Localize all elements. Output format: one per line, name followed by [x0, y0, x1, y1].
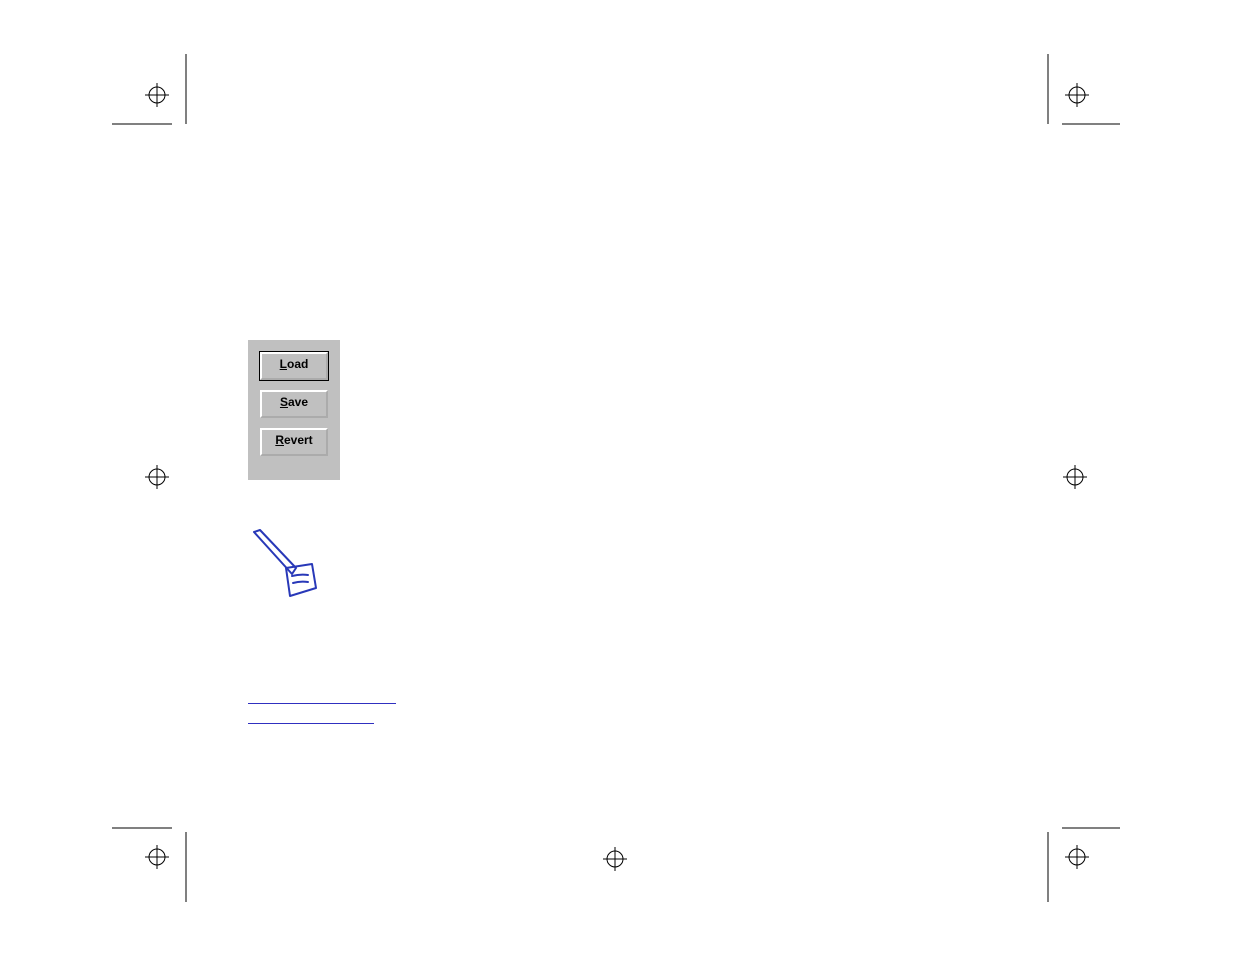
label-rest: oad: [287, 357, 308, 371]
cropmark-mr: [1060, 462, 1090, 492]
cropmark-bl: [112, 824, 192, 902]
mnemonic: L: [280, 357, 287, 371]
revert-button[interactable]: Revert: [260, 428, 328, 456]
cropmark-ml: [142, 462, 172, 492]
label-rest: ave: [288, 395, 308, 409]
pen-note-icon: [250, 528, 320, 602]
cropmark-tr: [1042, 54, 1122, 126]
link-underline-2[interactable]: [248, 723, 374, 724]
cropmark-br: [1042, 824, 1122, 902]
link-underline-1[interactable]: [248, 703, 396, 704]
button-panel: Load Save Revert: [248, 340, 340, 480]
load-button[interactable]: Load: [260, 352, 328, 380]
mnemonic: R: [275, 433, 284, 447]
save-button[interactable]: Save: [260, 390, 328, 418]
cropmark-tl: [112, 54, 192, 126]
label-rest: evert: [284, 433, 313, 447]
cropmark-bc: [600, 844, 630, 874]
mnemonic: S: [280, 395, 288, 409]
